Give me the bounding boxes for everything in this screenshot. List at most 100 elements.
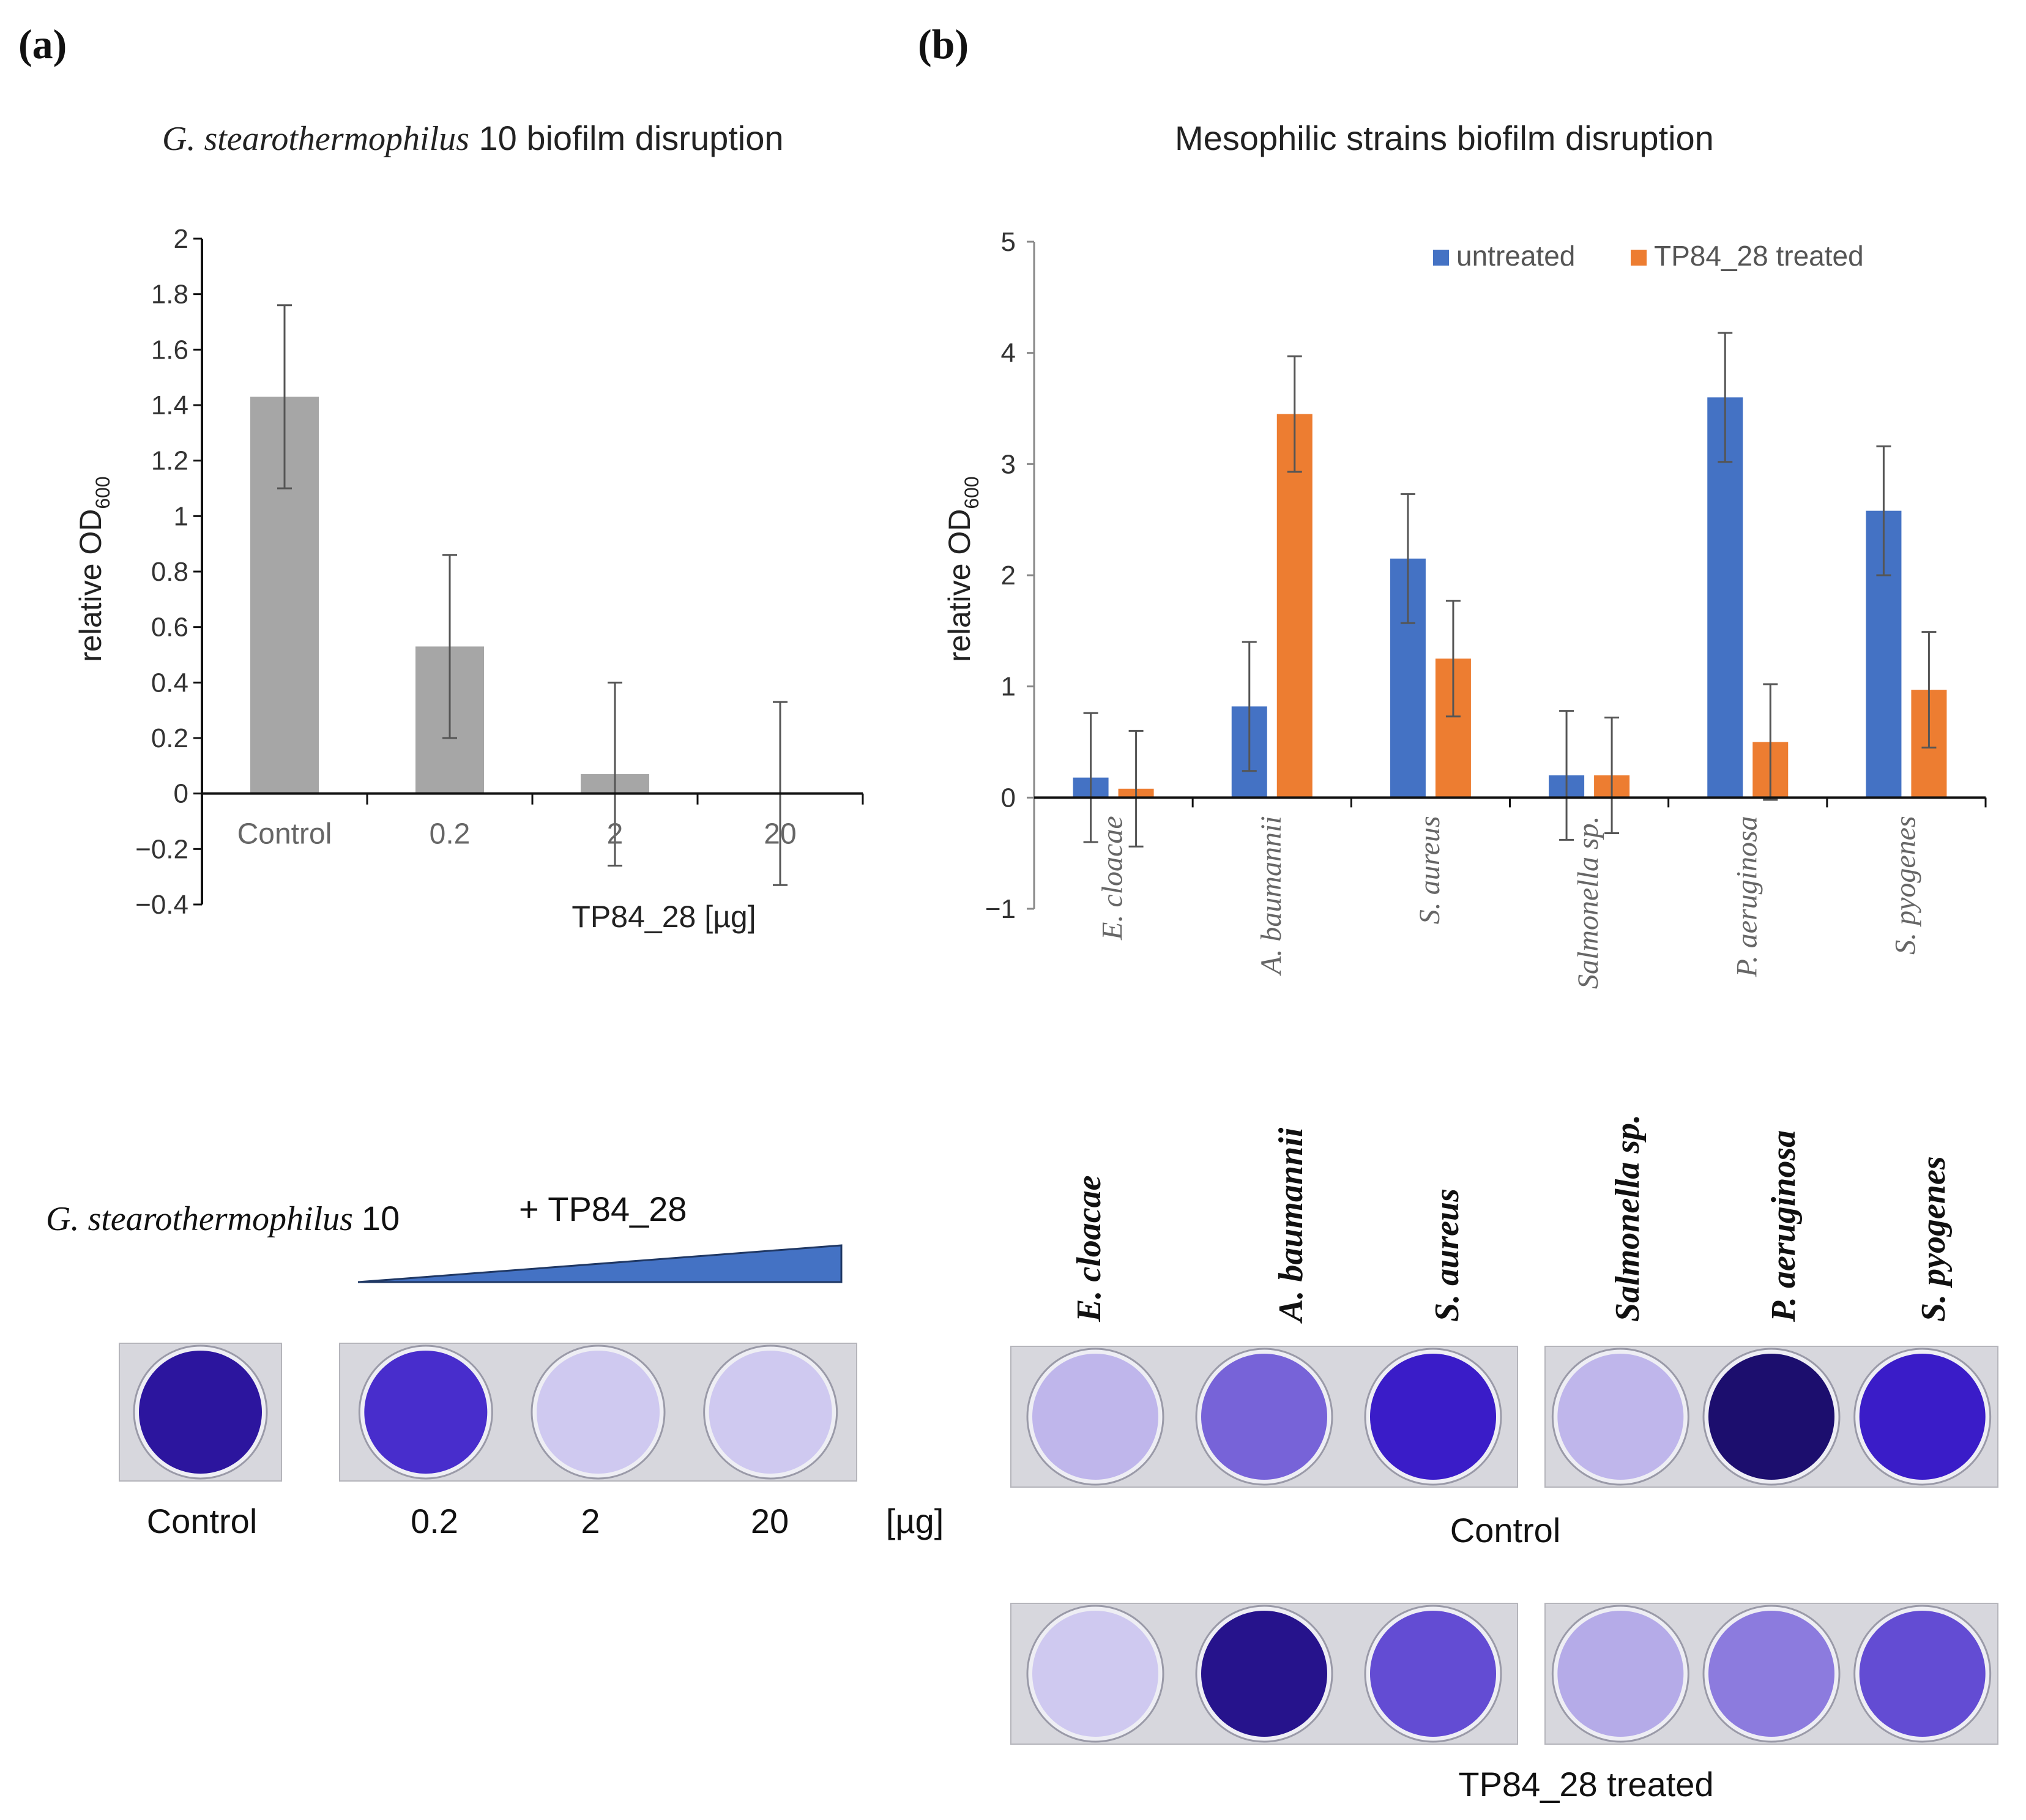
chart-a-ytick-label: −0.2 xyxy=(135,834,188,864)
chart-b-error-bar-untreated xyxy=(1083,712,1098,843)
photos-b-control-plate-left xyxy=(1010,1346,1518,1488)
well xyxy=(1708,1611,1834,1737)
chart-a-category-label: Control xyxy=(237,818,332,851)
photos-a-unit: [µg] xyxy=(886,1502,944,1540)
photos-a-dose-0: 0.2 xyxy=(411,1502,458,1540)
chart-b-error-bar-untreated xyxy=(1876,445,1891,576)
chart-a-xlabel: TP84_28 [µg] xyxy=(572,900,756,934)
photos-a-dose-plate xyxy=(339,1343,857,1482)
well xyxy=(1557,1611,1684,1737)
chart-b-error-bar-treated xyxy=(1128,729,1144,848)
chart-b-ylabel: relative OD600 xyxy=(942,476,983,662)
chart-b-ylabel-sub: 600 xyxy=(961,476,983,509)
chart-a-ytick-label: 0 xyxy=(174,779,188,809)
chart-b-error-bar-untreated xyxy=(1559,710,1574,841)
well xyxy=(364,1351,488,1474)
chart-b-ylabel-main: relative OD xyxy=(942,509,977,662)
legend-swatch-untreated xyxy=(1433,250,1449,266)
chart-b-title: Mesophilic strains biofilm disruption xyxy=(1175,119,1714,157)
chart-b-category-label: Salmonella sp. xyxy=(1572,816,1604,989)
chart-a-ytick-label: 0.4 xyxy=(151,668,188,698)
well xyxy=(1032,1611,1158,1737)
chart-a-ytick-label: −0.4 xyxy=(135,890,188,920)
well xyxy=(1859,1354,1986,1480)
photos-a-species-italic: G. stearothermophilus xyxy=(46,1200,353,1238)
photos-b-control-label: Control xyxy=(1450,1511,1561,1550)
photos-b-strain-label: S. aureus xyxy=(1428,1188,1466,1322)
chart-a-ylabel-sub: 600 xyxy=(92,476,114,509)
chart-b-error-bar-untreated xyxy=(1400,493,1415,624)
chart-b-error-bar-treated xyxy=(1763,683,1778,801)
chart-b-legend: untreated TP84_28 treated xyxy=(1433,240,1864,272)
photos-b-strain-label: S. pyogenes xyxy=(1915,1156,1953,1322)
photos-a-control-plate xyxy=(119,1343,282,1482)
photos-b-control-plate-right xyxy=(1544,1346,1998,1488)
chart-b: 5 4 3 2 1 0 −1 E. cloacae A. baumannii S. aureus… xyxy=(985,227,1987,989)
photos-b-treated-label: TP84_28 treated xyxy=(1458,1765,1713,1803)
chart-b-bar-untreated xyxy=(1707,397,1743,798)
dose-gradient-triangle xyxy=(357,1244,843,1283)
well xyxy=(1370,1354,1496,1480)
chart-a-category-label: 2 xyxy=(607,818,624,851)
chart-a-ytick-label: 1.2 xyxy=(151,446,188,476)
chart-a-ylabel-main: relative OD xyxy=(73,509,108,662)
chart-a-ylabel: relative OD600 xyxy=(73,476,114,662)
well xyxy=(537,1351,660,1474)
chart-a-error-bar xyxy=(277,304,292,490)
photos-b-treated-plate-left xyxy=(1010,1603,1518,1745)
chart-b-bar-treated xyxy=(1276,414,1313,798)
photos-b-treated-plate-right xyxy=(1544,1603,1998,1745)
legend-label-untreated: untreated xyxy=(1456,240,1575,272)
chart-b-ytick-label: 1 xyxy=(1001,672,1016,702)
chart-b-ytick-label: 2 xyxy=(1001,561,1016,591)
chart-b-category-label: S. pyogenes xyxy=(1889,816,1921,955)
well xyxy=(1201,1611,1327,1737)
chart-a-ytick-label: 1.8 xyxy=(151,280,188,310)
photos-a-treatment-label: + TP84_28 xyxy=(519,1190,687,1228)
chart-b-error-bar-untreated xyxy=(1242,641,1257,772)
chart-a-category-label: 0.2 xyxy=(430,818,471,851)
photos-b-strain-label: A. baumannii xyxy=(1272,1127,1310,1324)
photos-a-dose-1: 2 xyxy=(581,1502,600,1540)
well xyxy=(1370,1611,1496,1737)
photos-a-species-label: G. stearothermophilus 10 xyxy=(46,1199,400,1238)
chart-a-ytick-label: 0.8 xyxy=(151,557,188,587)
chart-b-ytick-label: −1 xyxy=(985,894,1016,924)
chart-a-title-rest: 10 biofilm disruption xyxy=(469,119,784,157)
chart-b-error-bar-treated xyxy=(1287,355,1302,473)
chart-b-ytick-label: 3 xyxy=(1001,449,1016,479)
well xyxy=(1201,1354,1327,1480)
chart-a-ytick-label: 0.2 xyxy=(151,723,188,753)
chart-b-ytick-label: 4 xyxy=(1001,338,1016,368)
photos-b-strain-label: Salmonella sp. xyxy=(1609,1114,1647,1322)
legend-swatch-treated xyxy=(1631,250,1647,266)
chart-b-error-bar-treated xyxy=(1921,631,1937,749)
chart-a-title: G. stearothermophilus 10 biofilm disrupt… xyxy=(162,119,784,158)
well xyxy=(1708,1354,1834,1480)
photos-a-dose-2: 20 xyxy=(751,1502,789,1540)
photos-a-control-label: Control xyxy=(147,1502,258,1540)
chart-a: 2 1.8 1.6 1.4 1.2 1 0.8 0.6 0.4 0.2 0 −0.2 −0.4 Cont… xyxy=(135,224,864,920)
chart-b-category-label: S. aureus xyxy=(1413,816,1446,924)
panel-a-label: (a) xyxy=(18,21,67,67)
chart-b-error-bar-treated xyxy=(1445,600,1461,718)
chart-b-category-label: P. aeruginosa xyxy=(1730,816,1763,977)
photos-a-species-num: 10 xyxy=(362,1199,400,1237)
chart-b-category-label: A. baumannii xyxy=(1255,816,1287,976)
photos-b-strain-label: E. cloacae xyxy=(1070,1176,1108,1322)
chart-a-title-species: G. stearothermophilus xyxy=(162,120,469,158)
photos-b-strain-label: P. aeruginosa xyxy=(1765,1130,1803,1322)
chart-b-ytick-label: 5 xyxy=(1001,227,1016,257)
chart-a-ytick-label: 1 xyxy=(174,501,188,531)
legend-label-treated: TP84_28 treated xyxy=(1654,240,1864,272)
well xyxy=(1032,1354,1158,1480)
panel-b-label: (b) xyxy=(918,21,969,67)
well xyxy=(1557,1354,1684,1480)
chart-b-error-bar-treated xyxy=(1604,717,1620,834)
chart-a-category-label: 20 xyxy=(764,818,796,851)
chart-a-error-bar xyxy=(608,681,622,867)
chart-b-error-bar-untreated xyxy=(1718,332,1733,463)
chart-b-ytick-label: 0 xyxy=(1001,783,1016,813)
chart-a-ytick-label: 1.6 xyxy=(151,335,188,365)
